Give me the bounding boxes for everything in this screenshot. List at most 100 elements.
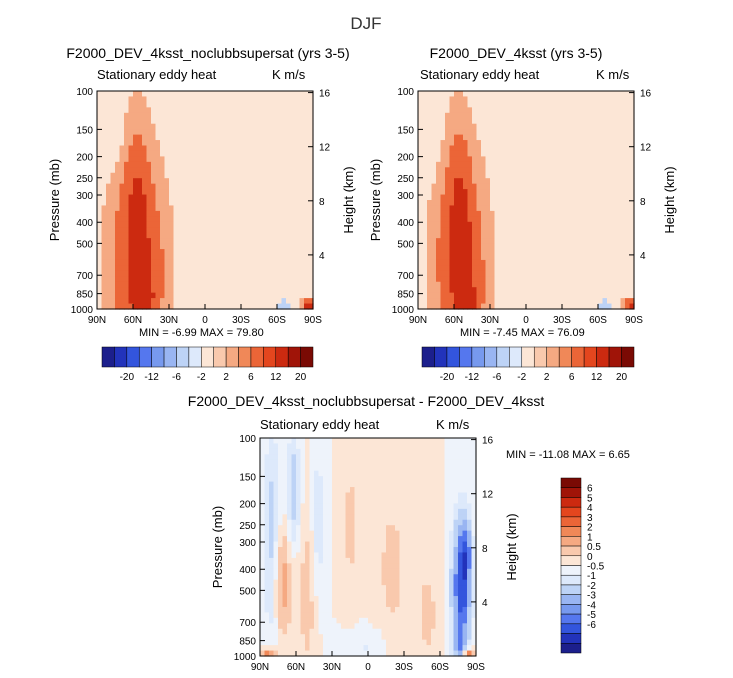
heatmap-cell [598, 232, 604, 239]
heatmap-cell [521, 145, 527, 152]
heatmap-cell [490, 238, 496, 245]
heatmap-cell [584, 118, 590, 125]
heatmap-cell [264, 650, 270, 657]
heatmap-cell [269, 557, 275, 564]
heatmap-cell [575, 172, 581, 179]
heatmap-cell [553, 156, 559, 163]
heatmap-cell [625, 183, 631, 190]
heatmap-cell [440, 178, 446, 185]
heatmap-cell [227, 232, 233, 239]
heatmap-cell [146, 183, 152, 190]
heatmap-cell [557, 243, 563, 250]
y-tick-label: 400 [76, 218, 93, 229]
heatmap-cell [133, 287, 139, 294]
heatmap-cell [584, 156, 590, 163]
heatmap-cell [499, 112, 505, 119]
heatmap-cell [368, 547, 374, 554]
heatmap-cell [620, 101, 626, 108]
heatmap-cell [521, 129, 527, 136]
heatmap-cell [137, 265, 143, 272]
heatmap-cell [227, 205, 233, 212]
heatmap-cell [196, 194, 202, 201]
heatmap-cell [418, 281, 424, 288]
heatmap-cell [287, 557, 293, 564]
heatmap-cell [553, 123, 559, 130]
heatmap-cell [291, 601, 297, 608]
heatmap-cell [232, 259, 238, 266]
heatmap-cell [196, 243, 202, 250]
heatmap-cell [250, 221, 256, 228]
heatmap-cell [607, 161, 613, 168]
heatmap-cell [629, 107, 635, 114]
heatmap-cell [341, 579, 347, 586]
heatmap-cell [273, 606, 279, 613]
heatmap-cell [431, 161, 437, 168]
heatmap-cell [539, 189, 545, 196]
heatmap-cell [580, 200, 586, 207]
heatmap-cell [553, 194, 559, 201]
heatmap-cell [106, 287, 112, 294]
heatmap-cell [598, 200, 604, 207]
heatmap-cell [490, 281, 496, 288]
heatmap-cell [309, 563, 315, 570]
heatmap-cell [530, 129, 536, 136]
heatmap-cell [290, 303, 296, 310]
heatmap-cell [611, 118, 617, 125]
heatmap-cell [191, 183, 197, 190]
heatmap-cell [553, 249, 559, 256]
heatmap-cell [218, 265, 224, 272]
heatmap-cell [281, 281, 287, 288]
heatmap-cell [359, 497, 365, 504]
heatmap-cell [499, 178, 505, 185]
heatmap-cell [286, 167, 292, 174]
heatmap-cell [359, 476, 365, 483]
heatmap-cell [449, 145, 455, 152]
heatmap-cell [241, 112, 247, 119]
heatmap-cell [616, 303, 622, 310]
heatmap-cell [544, 189, 550, 196]
y-tick-label: 850 [397, 290, 414, 301]
heatmap-cell [178, 298, 184, 305]
heatmap-cell [584, 216, 590, 223]
heatmap-cell [133, 200, 139, 207]
heatmap-cell [308, 156, 314, 163]
colorbar-swatch [188, 346, 202, 368]
heatmap-cell [299, 183, 305, 190]
heatmap-cell [544, 150, 550, 157]
heatmap-cell [454, 123, 460, 130]
heatmap-cell [232, 134, 238, 141]
heatmap-cell [205, 107, 211, 114]
heatmap-cell [431, 281, 437, 288]
heatmap-cell [517, 270, 523, 277]
heatmap-cell [571, 123, 577, 130]
heatmap-cell [494, 200, 500, 207]
heatmap-cell [182, 210, 188, 217]
heatmap-cell [350, 606, 356, 613]
heatmap-cell [124, 210, 130, 217]
heatmap-cell [106, 145, 112, 152]
heatmap-cell [440, 156, 446, 163]
heatmap-cell [449, 221, 455, 228]
heatmap-cell [173, 210, 179, 217]
heatmap-cell [250, 167, 256, 174]
heatmap-cell [472, 238, 478, 245]
heatmap-cell [133, 183, 139, 190]
heatmap-cell [530, 123, 536, 130]
heatmap-cell [119, 156, 125, 163]
heatmap-cell [282, 601, 288, 608]
heatmap-cell [458, 189, 464, 196]
heatmap-cell [187, 238, 193, 245]
heatmap-cell [336, 563, 342, 570]
heatmap-cell [553, 303, 559, 310]
heatmap-cell [254, 112, 260, 119]
heatmap-cell [584, 178, 590, 185]
heatmap-cell [557, 161, 563, 168]
heatmap-cell [336, 497, 342, 504]
heatmap-cell [449, 254, 455, 261]
heatmap-cell [354, 514, 360, 521]
heatmap-cell [418, 276, 424, 283]
y-tick-label: 300 [397, 191, 414, 202]
heatmap-cell [350, 530, 356, 537]
heatmap-cell [571, 281, 577, 288]
heatmap-cell [368, 563, 374, 570]
